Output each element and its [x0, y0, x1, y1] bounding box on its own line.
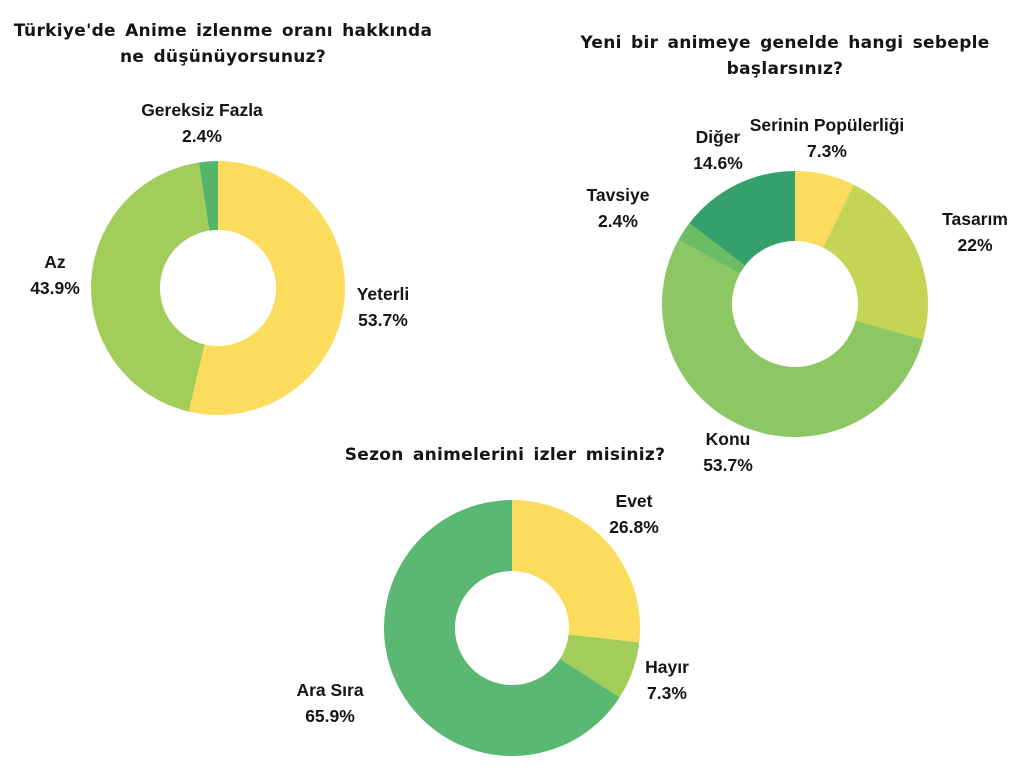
slice-label-serinin-populerligi: Serinin Popülerliği 7.3%	[750, 112, 905, 164]
slice-label-text: Hayır	[645, 657, 689, 677]
slice-label-text: Gereksiz Fazla	[141, 100, 263, 120]
donut-slice	[512, 500, 640, 643]
slice-label-value: 2.4%	[182, 126, 222, 146]
slice-label-text: Az	[44, 252, 66, 272]
donut-slice	[822, 184, 928, 340]
slice-label-value: 7.3%	[647, 683, 687, 703]
slice-label-tavsiye: Tavsiye 2.4%	[587, 182, 650, 234]
donut-slice	[795, 171, 854, 248]
slice-label-ara-sira: Ara Sıra 65.9%	[296, 677, 363, 729]
slice-label-diger: Diğer 14.6%	[693, 124, 743, 176]
donut-slice	[678, 223, 745, 274]
slice-label-value: 53.7%	[358, 310, 408, 330]
donut-chart-reason-to-start	[662, 171, 928, 437]
slice-label-value: 22%	[957, 235, 993, 255]
donut-slice	[383, 500, 620, 756]
slice-label-az: Az 43.9%	[30, 249, 80, 301]
donut-chart-season-anime	[383, 500, 640, 756]
chart-title-anime-watch-rate: Türkiye'de Anime izlenme oranı hakkında …	[13, 21, 433, 68]
chart-title-reason-to-start: Yeni bir animeye genelde hangi sebeple b…	[580, 33, 990, 80]
donut-slice	[198, 161, 218, 231]
chart-title-season-anime: Sezon animelerini izler misiniz?	[344, 445, 666, 465]
donut-slice	[90, 162, 210, 412]
donut-slice	[662, 239, 924, 437]
slice-label-value: 26.8%	[609, 517, 659, 537]
slice-label-tasarim: Tasarım 22%	[942, 206, 1008, 258]
slice-label-value: 14.6%	[693, 153, 743, 173]
slice-label-evet: Evet 26.8%	[609, 488, 659, 540]
donut-slice	[689, 171, 795, 266]
slice-label-text: Diğer	[695, 127, 741, 147]
donut-slice	[559, 634, 640, 698]
slice-label-text: Tavsiye	[586, 185, 650, 205]
donut-chart-anime-watch-rate	[90, 161, 345, 415]
donut-slice	[188, 161, 345, 415]
slice-label-value: 53.7%	[703, 455, 753, 475]
slice-label-text: Yeterli	[356, 284, 410, 304]
slice-label-text: Ara Sıra	[296, 680, 364, 700]
slice-label-yeterli: Yeterli 53.7%	[357, 281, 410, 333]
slice-label-hayir: Hayır 7.3%	[645, 654, 689, 706]
slice-label-text: Konu	[705, 429, 751, 449]
slice-label-value: 7.3%	[807, 141, 847, 161]
slice-label-gereksiz-fazla: Gereksiz Fazla 2.4%	[141, 97, 263, 149]
slice-label-value: 65.9%	[305, 706, 355, 726]
slice-label-value: 43.9%	[30, 278, 80, 298]
slice-label-value: 2.4%	[598, 211, 638, 231]
slice-label-konu: Konu 53.7%	[703, 426, 753, 478]
slice-label-text: Serinin Popülerliği	[749, 115, 905, 135]
slice-label-text: Evet	[615, 491, 653, 511]
slice-label-text: Tasarım	[942, 209, 1008, 229]
